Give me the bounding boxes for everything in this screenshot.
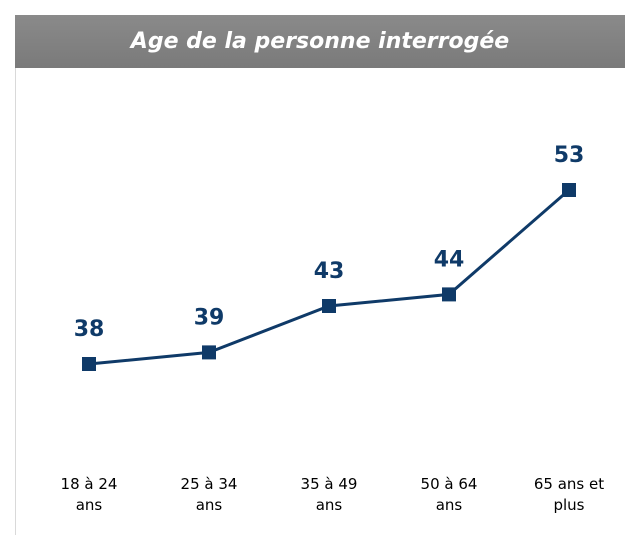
- marker: [202, 345, 216, 360]
- x-tick-label: 18 à 24 ans: [60, 475, 118, 514]
- x-tick-label: 25 à 34 ans: [180, 475, 238, 514]
- marker: [442, 287, 456, 302]
- data-label: 44: [434, 247, 465, 272]
- data-label: 39: [194, 305, 225, 330]
- data-label: 43: [314, 259, 345, 284]
- x-tick-label: 35 à 49 ans: [300, 475, 358, 514]
- marker: [562, 183, 576, 197]
- marker: [82, 357, 96, 371]
- x-tick-label: 50 à 64 ans: [420, 475, 478, 514]
- data-label: 53: [554, 143, 585, 168]
- marker: [322, 299, 336, 313]
- data-label: 38: [74, 317, 105, 342]
- frame-edge: [15, 68, 16, 535]
- chart-title: Age de la personne interrogée: [15, 15, 625, 68]
- x-tick-label: 65 ans et plus: [533, 475, 605, 514]
